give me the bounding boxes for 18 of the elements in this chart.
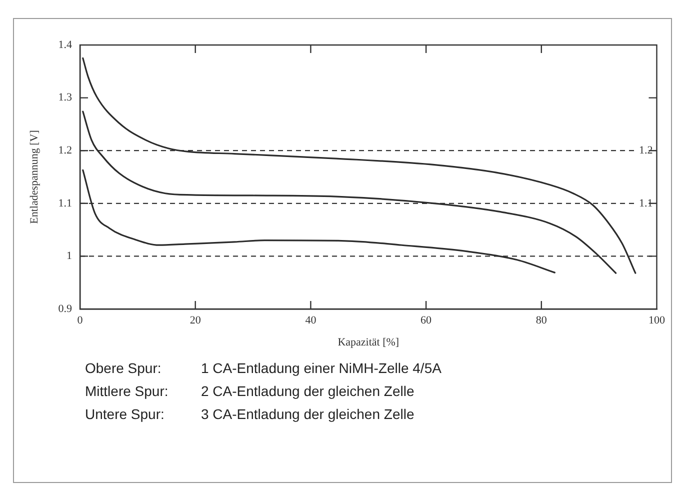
ref-line-label: 1.2 bbox=[639, 144, 653, 156]
x-tick-label: 100 bbox=[648, 314, 666, 326]
text: Mittlere Spur: 2 CA-Entladung der gleichen Zelle bbox=[85, 383, 414, 399]
y-tick-label: 1.4 bbox=[58, 38, 72, 51]
y-axis-title: Entladespannung [V] bbox=[28, 130, 40, 224]
x-tick-label: 80 bbox=[536, 314, 548, 326]
x-axis-title: Kapazität [%] bbox=[338, 336, 400, 348]
y-tick-label: 1.3 bbox=[58, 92, 72, 104]
x-tick-label: 0 bbox=[77, 314, 84, 326]
x-tick-label: 40 bbox=[305, 314, 317, 326]
text: Untere Spur: 3 CA-Entladung der gleichen Zelle bbox=[85, 406, 414, 422]
x-tick-label: 20 bbox=[190, 314, 202, 326]
y-tick-label: 1.1 bbox=[58, 197, 72, 210]
y-tick-label: 0.9 bbox=[58, 302, 72, 315]
y-tick-label: 1 bbox=[66, 250, 72, 262]
x-tick-label: 60 bbox=[420, 314, 432, 326]
y-tick-label: 1.2 bbox=[58, 144, 72, 156]
text: Obere Spur: 1 CA-Entladung einer NiMH-Zelle 4/5A bbox=[85, 360, 442, 376]
